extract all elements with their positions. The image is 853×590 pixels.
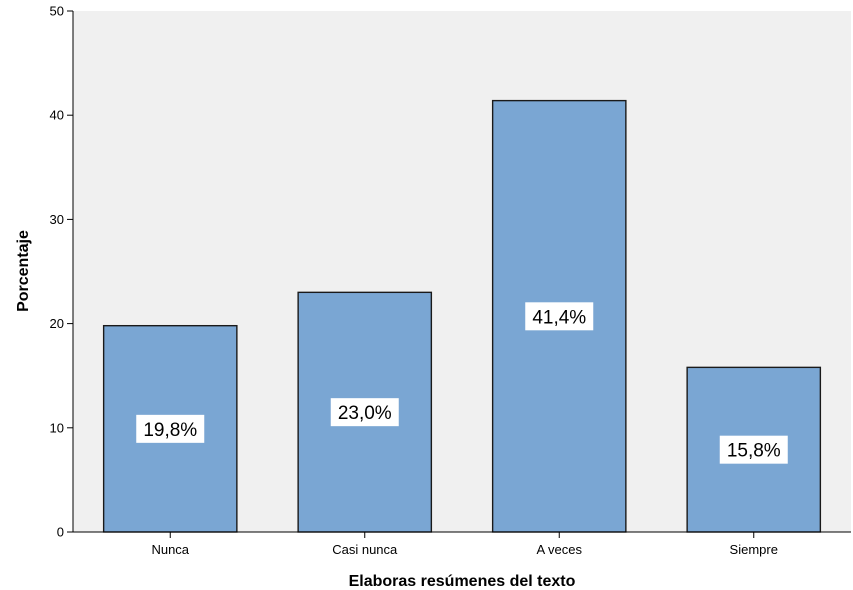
x-tick-label: Siempre (730, 542, 778, 557)
y-tick-label: 40 (50, 108, 64, 123)
y-axis-title: Porcentaje (15, 230, 32, 312)
x-ticks-group: Nunca Casi nunca A veces Siempre (151, 532, 778, 557)
y-tick-label: 30 (50, 212, 64, 227)
data-label: 15,8% (727, 441, 781, 462)
data-label-box (525, 302, 594, 331)
y-tick-label: 0 (57, 525, 64, 540)
y-tick-label: 10 (50, 420, 64, 435)
x-tick-label: Nunca (151, 542, 189, 557)
data-label-box (136, 414, 205, 443)
data-label: 23,0% (338, 403, 392, 424)
x-axis-title: Elaboras resúmenes del texto (349, 573, 576, 590)
x-tick-label: Casi nunca (332, 542, 398, 557)
data-labels-group: 19,8% 23,0% 41,4% 15,8% (136, 302, 788, 464)
data-label-box (719, 435, 788, 464)
x-tick-label: A veces (536, 542, 582, 557)
y-tick-label: 20 (50, 316, 64, 331)
y-tick-label: 50 (50, 4, 64, 19)
data-label: 41,4% (532, 307, 586, 328)
data-label: 19,8% (143, 420, 197, 441)
y-ticks-group: 0 10 20 30 40 50 (50, 4, 73, 540)
data-label-box (330, 398, 399, 427)
